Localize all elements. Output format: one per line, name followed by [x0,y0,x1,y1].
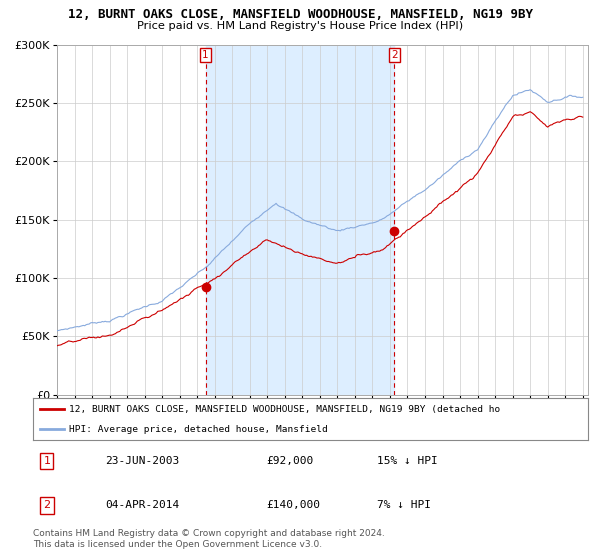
Text: 04-APR-2014: 04-APR-2014 [105,501,179,510]
Text: 23-JUN-2003: 23-JUN-2003 [105,456,179,466]
Text: £92,000: £92,000 [266,456,313,466]
Text: 7% ↓ HPI: 7% ↓ HPI [377,501,431,510]
Text: 1: 1 [43,456,50,466]
Text: HPI: Average price, detached house, Mansfield: HPI: Average price, detached house, Mans… [69,424,328,433]
Text: 12, BURNT OAKS CLOSE, MANSFIELD WOODHOUSE, MANSFIELD, NG19 9BY: 12, BURNT OAKS CLOSE, MANSFIELD WOODHOUS… [67,8,533,21]
Text: Price paid vs. HM Land Registry's House Price Index (HPI): Price paid vs. HM Land Registry's House … [137,21,463,31]
Text: Contains HM Land Registry data © Crown copyright and database right 2024.
This d: Contains HM Land Registry data © Crown c… [33,529,385,549]
Text: £140,000: £140,000 [266,501,320,510]
Text: 15% ↓ HPI: 15% ↓ HPI [377,456,438,466]
Bar [206,45,394,395]
Text: 12, BURNT OAKS CLOSE, MANSFIELD WOODHOUSE, MANSFIELD, NG19 9BY (detached ho: 12, BURNT OAKS CLOSE, MANSFIELD WOODHOUS… [69,405,500,414]
Text: 1: 1 [202,50,209,60]
Text: 2: 2 [391,50,398,60]
Text: 2: 2 [43,501,50,510]
